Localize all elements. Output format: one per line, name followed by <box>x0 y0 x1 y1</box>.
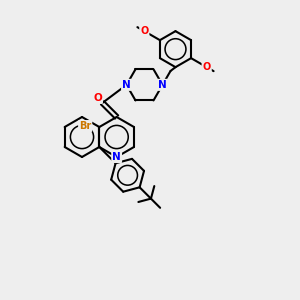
Text: N: N <box>158 80 167 90</box>
Text: N: N <box>122 80 131 90</box>
Text: O: O <box>202 62 211 72</box>
Text: Br: Br <box>79 121 91 131</box>
Text: N: N <box>112 152 121 162</box>
Text: O: O <box>140 26 148 36</box>
Text: O: O <box>93 93 102 103</box>
